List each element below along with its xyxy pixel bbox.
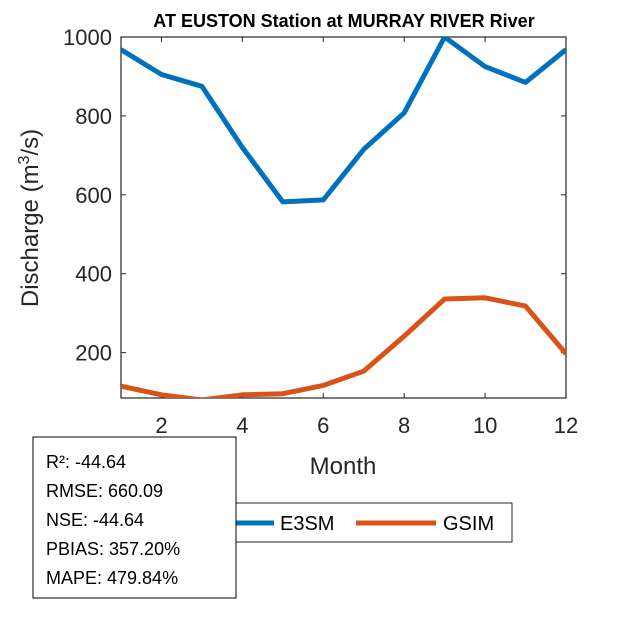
stat-nse: NSE: -44.64	[46, 510, 144, 530]
stats-annotation: R²: -44.64 RMSE: 660.09 NSE: -44.64 PBIA…	[32, 436, 237, 599]
y-tick-label: 800	[75, 104, 112, 129]
chart-title: AT EUSTON Station at MURRAY RIVER River	[153, 11, 534, 31]
y-axis-label-end: /s)	[17, 129, 44, 156]
y-tick-label: 600	[75, 183, 112, 208]
legend: E3SM GSIM	[212, 502, 513, 543]
y-tick-label: 400	[75, 262, 112, 287]
y-axis-label-superscript: 3	[16, 155, 33, 164]
x-tick-label: 12	[554, 413, 578, 438]
y-tick-label: 200	[75, 341, 112, 366]
x-tick-label: 8	[398, 413, 410, 438]
stats-box-frame	[32, 436, 237, 599]
stat-rmse: RMSE: 660.09	[46, 481, 163, 501]
series-line-gsim	[121, 295, 566, 398]
axis-ticks: 2 4 6 8 10 12 200 400 600 800 1000	[63, 25, 578, 438]
x-axis-label: Month	[310, 453, 377, 480]
stat-r2: R²: -44.64	[46, 452, 126, 472]
stat-pbias: PBIAS: 357.20%	[46, 539, 180, 559]
x-tick-label: 2	[155, 413, 167, 438]
y-axis-label-main: Discharge (m	[17, 164, 44, 307]
legend-label-e3sm: E3SM	[280, 513, 334, 535]
series-line-e3sm	[121, 37, 566, 205]
x-tick-label: 4	[236, 413, 248, 438]
x-tick-label: 10	[473, 413, 497, 438]
x-tick-label: 6	[317, 413, 329, 438]
stat-mape: MAPE: 479.84%	[46, 568, 178, 588]
legend-label-gsim: GSIM	[443, 513, 494, 535]
series-lines	[121, 37, 566, 398]
plot-area	[120, 36, 567, 399]
y-tick-label: 1000	[63, 25, 112, 50]
y-axis-label: Discharge (m3/s)	[16, 129, 44, 307]
